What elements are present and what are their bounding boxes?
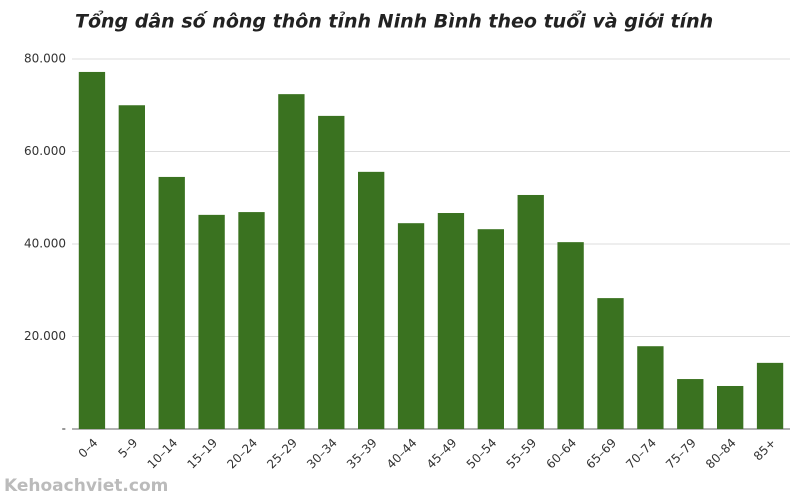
x-tick-label: 5–9	[115, 436, 140, 461]
bar	[118, 105, 145, 429]
x-tick-label: 65–69	[583, 436, 619, 472]
bar	[477, 229, 504, 429]
watermark: Kehoachviet.com	[4, 476, 168, 496]
x-tick-label: 50–54	[464, 436, 500, 472]
x-tick-label: 80–84	[703, 436, 739, 472]
x-tick-label: 85+	[751, 436, 779, 464]
x-tick-label: 75–79	[663, 436, 699, 472]
x-tick-label: 0–4	[76, 436, 101, 461]
bar	[517, 194, 544, 429]
y-tick-label: 60.000	[24, 144, 66, 158]
x-tick-label: 60–64	[543, 436, 579, 472]
x-tick-label: 10–14	[145, 436, 181, 472]
bar	[198, 214, 225, 429]
x-tick-label: 40–44	[384, 436, 420, 472]
bar	[238, 212, 265, 429]
x-tick-label: 30–34	[304, 436, 340, 472]
bar	[637, 346, 664, 429]
x-tick-label: 70–74	[623, 436, 659, 472]
x-tick-label: 25–29	[264, 436, 300, 472]
bar	[397, 223, 425, 429]
bar	[557, 242, 584, 429]
x-tick-label: 55–59	[504, 436, 540, 472]
bar	[158, 176, 185, 429]
chart-title: Tổng dân số nông thôn tỉnh Ninh Bình the…	[75, 10, 713, 33]
x-tick-label: 35–39	[344, 436, 380, 472]
y-tick-label: 20.000	[24, 329, 66, 343]
bar	[318, 115, 345, 429]
bar	[597, 298, 624, 429]
bar	[756, 362, 784, 429]
y-tick-label: 80.000	[24, 52, 66, 66]
bar	[78, 71, 106, 429]
x-tick-label: 20–24	[224, 436, 260, 472]
x-tick-label: 45–49	[424, 436, 460, 472]
bar	[278, 94, 305, 430]
y-tick-label: -	[62, 422, 66, 436]
y-tick-label: 40.000	[24, 237, 66, 251]
bar	[717, 385, 744, 429]
x-tick-label: 15–19	[184, 436, 220, 472]
bar	[358, 171, 385, 429]
bar	[437, 213, 465, 429]
bar	[677, 379, 704, 429]
